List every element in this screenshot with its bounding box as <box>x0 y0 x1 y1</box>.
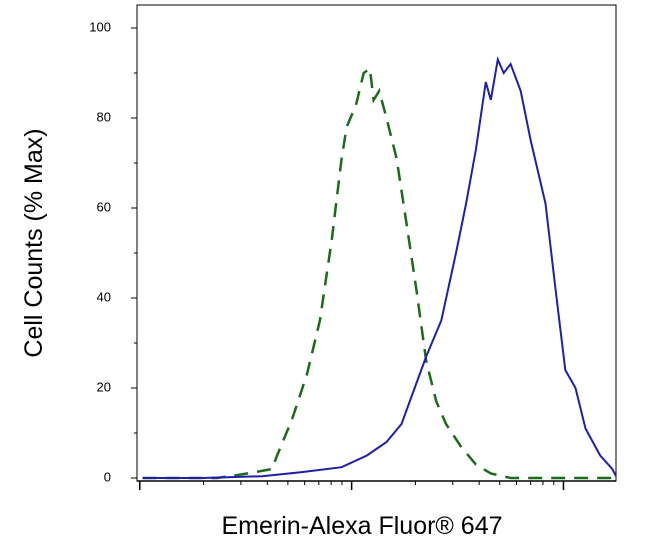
y-tick-label: 100 <box>89 19 111 34</box>
y-tick-label: 80 <box>97 109 111 124</box>
y-tick-label: 40 <box>97 289 111 304</box>
plot-frame <box>136 4 617 482</box>
y-tick-label: 20 <box>97 379 111 394</box>
y-tick-label: 60 <box>97 199 111 214</box>
y-tick-label: 0 <box>104 469 111 484</box>
histogram-line <box>142 56 617 479</box>
x-axis-title: Emerin-Alexa Fluor® 647 <box>221 512 502 540</box>
histogram-line <box>142 66 616 480</box>
y-axis-title: Cell Counts (% Max) <box>20 128 48 357</box>
